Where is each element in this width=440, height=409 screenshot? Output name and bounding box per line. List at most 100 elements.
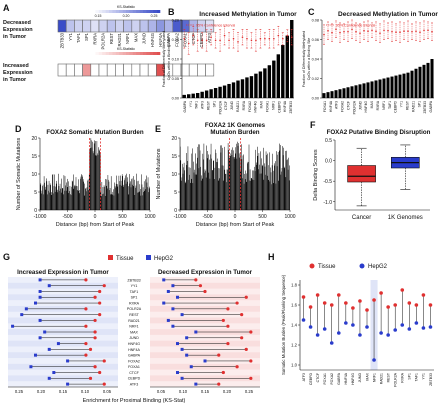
methylation-bar (346, 87, 350, 98)
tissue-point (217, 382, 221, 386)
x-tick-label: YY1 (422, 373, 426, 380)
x-tick-label: MAX (370, 100, 374, 108)
hepg2-point (336, 331, 341, 335)
ci-mean-point (375, 30, 377, 33)
tissue-point (308, 305, 313, 309)
x-tick-label: FOXA1 (265, 101, 269, 112)
methylation-bar (231, 82, 236, 98)
hepg2-point (428, 325, 433, 329)
tissue-point (240, 313, 244, 317)
methylation-bar (263, 68, 267, 98)
colorbar-blue-segment (126, 10, 130, 13)
colorbar-title: KS-Statistic (117, 5, 135, 9)
panel-letter-e: E (155, 124, 161, 134)
hepg2-point (351, 323, 355, 327)
y-tick-label: 15 (171, 154, 177, 160)
x-tick-label: FOXA1 (323, 101, 327, 112)
hepg2-point (180, 313, 184, 317)
hepg2-point (421, 326, 426, 330)
colorbar-blue-segment (109, 10, 113, 13)
gene-row-label: FOXA1 (128, 365, 140, 369)
hepg2-point (203, 359, 207, 363)
x-tick-label: 0.10 (179, 389, 188, 394)
x-tick-label: HNF4G (351, 373, 355, 385)
dumbbell-right-title: Decreased Expression in Tumor (158, 269, 253, 276)
y-tick-label: 1.4 (291, 323, 297, 328)
heatmap-gene-label: RAD21 (117, 32, 122, 46)
tissue-point (93, 318, 97, 323)
heatmap-cell-decreased (123, 19, 133, 33)
x-tick-label: ZBTB33 (423, 101, 427, 114)
hepg2-point (407, 327, 412, 331)
heatmap-cell-increased (197, 63, 206, 77)
x-tick-label: FOXA2 (341, 101, 345, 112)
hepg2-point (66, 382, 70, 386)
panel-letter-a: A (3, 3, 10, 13)
ci-mean-point (273, 37, 275, 40)
methylation-bar (285, 35, 289, 98)
panel-letter-g: G (3, 252, 10, 262)
ci-mean-point (399, 31, 401, 33)
heatmap-cell-increased (57, 63, 67, 77)
hepg2-point (176, 342, 179, 346)
y-tick-label: 0.20 (172, 19, 179, 23)
x-tick-label: JUND (230, 100, 234, 110)
x-tick-label: 1K Genomes (388, 215, 423, 221)
x-tick-label: POLR2A (218, 100, 222, 114)
methylation-bar (350, 86, 354, 98)
ci-mean-point (395, 31, 397, 33)
colorbar-red-segment (102, 52, 106, 55)
ci-mean-point (339, 31, 341, 34)
heatmap-cell-decreased (115, 19, 124, 33)
tissue-point (400, 288, 405, 292)
legend-tissue-label: Tissue (116, 256, 134, 262)
ci-mean-point (431, 30, 433, 33)
tissue-point (84, 278, 88, 282)
methylation-bar (191, 93, 195, 98)
tissue-point (102, 382, 106, 386)
y-tick-label: 1.8 (291, 283, 297, 288)
y-tick-label: 0.15 (172, 38, 179, 42)
ci-mean-point (323, 33, 325, 36)
heatmap-cell-increased (123, 63, 133, 77)
x-tick-label: NRF1 (372, 373, 376, 382)
tissue-point (226, 324, 230, 328)
hepg2-point (166, 318, 170, 322)
gene-row-label: YY1 (131, 284, 138, 288)
x-tick-label: HNF4A (344, 372, 348, 384)
tissue-point (235, 365, 239, 369)
methylation-bar (267, 65, 272, 98)
tissue-point (221, 318, 225, 323)
ci-legend-label: 95% Confidence Interval (196, 24, 235, 28)
tissue-point (102, 284, 106, 288)
heatmap-cell-increased (147, 63, 157, 77)
tissue-point (226, 341, 230, 346)
ci-mean-point (427, 29, 429, 32)
legend-hepg2-label: HepG2 (154, 256, 174, 262)
tissue-point (249, 376, 253, 380)
y-tick-label: -1.0 (323, 200, 332, 206)
x-tick-label: POLR2A (352, 100, 356, 114)
hepg2-point (24, 307, 28, 311)
x-tick-label: RXRA (401, 372, 405, 382)
tissue-point (93, 365, 97, 369)
methylation-bar (366, 82, 370, 98)
tissue-point (301, 295, 306, 299)
heatmap-cell-increased (65, 63, 75, 77)
ci-mean-point (351, 28, 353, 31)
methylation-bar (406, 72, 410, 98)
tissue-point (98, 289, 102, 294)
hepg2-point (189, 365, 193, 369)
heatmap-row-label-decreased: in Tumor (3, 34, 27, 40)
heatmap-row-label-increased: in Tumor (3, 77, 27, 83)
gene-row-label: ATF3 (130, 383, 139, 387)
ci-mean-point (277, 34, 280, 37)
x-tick-label: REST (386, 372, 390, 382)
heatmap-cell-increased (139, 63, 149, 77)
heatmap-cell-decreased (139, 19, 149, 33)
tissue-point (244, 295, 248, 299)
colorbar-blue-segment (146, 10, 151, 13)
heatmap-gene-label: TAF1 (76, 32, 81, 43)
colorbar-red-segment (136, 52, 140, 55)
tissue-point (84, 324, 88, 328)
